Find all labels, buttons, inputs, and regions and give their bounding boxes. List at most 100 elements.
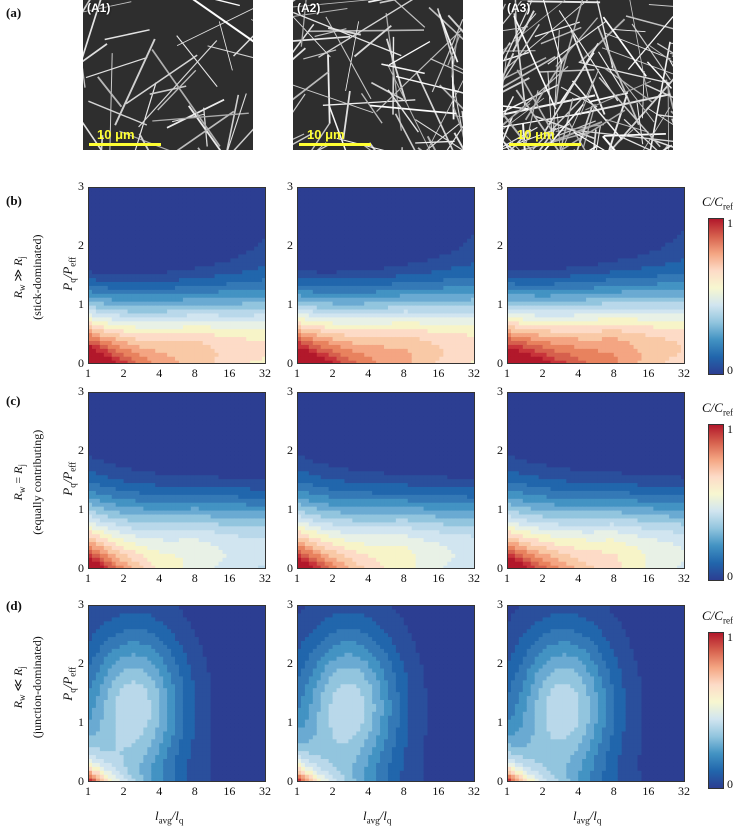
x-tick-label: 2 [539, 571, 546, 585]
y-tick-label: 0 [78, 356, 84, 370]
x-tick-label: 8 [400, 571, 407, 585]
x-tick-label: 16 [223, 784, 236, 798]
scale-text-a2: 10 μm [307, 127, 345, 142]
y-tick-label: 0 [78, 774, 84, 788]
colorbar-max-label: 1 [727, 630, 733, 644]
scale-bar-a3 [509, 143, 581, 146]
row-label-d: Rw ≪ Rj (junction-dominated) [10, 636, 45, 739]
y-tick-label: 0 [287, 561, 293, 575]
colorbar-max-label: 1 [727, 422, 733, 436]
y-tick-label: 1 [497, 502, 503, 516]
colorbar-title: C/Cref [702, 608, 733, 626]
x-tick-label: 8 [191, 366, 198, 380]
x-tick-label: 2 [539, 366, 546, 380]
contour-plot-b-A2: 1 2 4 8 16 32 0 1 2 3 [287, 179, 480, 380]
x-tick-label: 8 [191, 784, 198, 798]
x-tick-label: 1 [504, 366, 510, 380]
sem-label-a2: (A2) [297, 1, 321, 15]
x-tick-label: 8 [610, 571, 617, 585]
panel-label-c: (c) [6, 393, 21, 408]
contour-plot-b-A3: 1 2 4 8 16 32 0 1 2 3 [497, 179, 690, 380]
y-tick-label: 3 [78, 597, 84, 611]
y-tick-label: 1 [497, 297, 503, 311]
x-tick-label: 4 [365, 366, 372, 380]
x-tick-label: 4 [156, 784, 163, 798]
x-tick-label: 2 [329, 571, 336, 585]
colorbar-min-label: 0 [727, 777, 733, 791]
panel-label-d: (d) [6, 598, 22, 613]
x-tick-label: 4 [365, 784, 372, 798]
y-tick-label: 2 [78, 443, 84, 457]
x-tick-label: 16 [223, 571, 236, 585]
x-tick-label: 32 [259, 784, 271, 798]
x-tick-label: 4 [365, 571, 372, 585]
x-tick-label: 32 [468, 571, 480, 585]
contour-plot-d-A1: 1 2 4 8 16 32 0 1 2 3 [78, 597, 271, 798]
contour-svg [88, 605, 266, 782]
x-tick-label: 2 [120, 571, 127, 585]
x-tick-label: 1 [294, 571, 300, 585]
x-tick-label: 1 [504, 571, 510, 585]
y-tick-label: 2 [497, 238, 503, 252]
colorbar-min-label: 0 [727, 569, 733, 583]
contour-plot-c-A3: 1 2 4 8 16 32 0 1 2 3 [497, 384, 690, 585]
contour-svg [507, 605, 685, 782]
x-tick-label: 2 [120, 784, 127, 798]
contour-svg [88, 392, 266, 569]
sem-image-a3: (A3) 10 μm [503, 0, 673, 150]
contour-svg [297, 187, 475, 364]
colorbar [708, 424, 724, 581]
x-tick-label: 4 [575, 571, 582, 585]
scale-bar-a2 [299, 143, 371, 146]
sem-label-a3: (A3) [507, 1, 531, 15]
panel-label-b: (b) [6, 193, 22, 208]
row-label-b: Rw ≫ Rj (stick-dominated) [10, 234, 45, 320]
x-tick-label: 1 [85, 784, 91, 798]
x-tick-label: 4 [575, 366, 582, 380]
xlabel-col3: lavg/lq [573, 808, 602, 826]
y-tick-label: 3 [287, 179, 293, 193]
row-label-c: Rw = Rj (equally contributing) [10, 429, 45, 535]
y-tick-label: 1 [78, 715, 84, 729]
y-tick-label: 2 [78, 656, 84, 670]
contour-svg [507, 187, 685, 364]
ylabel-d: Pq/Peff [60, 666, 78, 701]
x-tick-label: 16 [432, 366, 445, 380]
x-tick-label: 8 [400, 366, 407, 380]
y-tick-label: 1 [78, 297, 84, 311]
y-tick-label: 3 [78, 384, 84, 398]
y-tick-label: 0 [497, 561, 503, 575]
y-tick-label: 3 [497, 179, 503, 193]
nanowire-network-a3 [503, 0, 673, 150]
x-tick-label: 4 [156, 571, 163, 585]
y-tick-label: 1 [78, 502, 84, 516]
y-tick-label: 1 [287, 297, 293, 311]
x-tick-label: 2 [539, 784, 546, 798]
x-tick-label: 2 [120, 366, 127, 380]
y-tick-label: 1 [497, 715, 503, 729]
x-tick-label: 1 [85, 571, 91, 585]
nanowire-network-a1 [83, 0, 253, 150]
x-tick-label: 16 [223, 366, 236, 380]
x-tick-label: 16 [642, 784, 655, 798]
x-tick-label: 32 [678, 366, 690, 380]
x-tick-label: 32 [468, 366, 480, 380]
y-tick-label: 0 [497, 774, 503, 788]
contour-plot-c-A1: 1 2 4 8 16 32 0 1 2 3 [78, 384, 271, 585]
y-tick-label: 1 [287, 502, 293, 516]
contour-plot-d-A3: 1 2 4 8 16 32 0 1 2 3 [497, 597, 690, 798]
x-tick-label: 8 [400, 784, 407, 798]
contour-svg [88, 187, 266, 364]
x-tick-label: 1 [294, 784, 300, 798]
sem-label-a1: (A1) [87, 1, 111, 15]
y-tick-label: 0 [497, 356, 503, 370]
x-tick-label: 8 [191, 571, 198, 585]
y-tick-label: 3 [287, 384, 293, 398]
contour-plot-b-A1: 1 2 4 8 16 32 0 1 2 3 [78, 179, 271, 380]
sem-image-a2: (A2) 10 μm [293, 0, 463, 150]
y-tick-label: 1 [287, 715, 293, 729]
x-tick-label: 2 [329, 784, 336, 798]
y-tick-label: 3 [497, 384, 503, 398]
x-tick-label: 4 [575, 784, 582, 798]
panel-label-a: (a) [6, 5, 22, 20]
